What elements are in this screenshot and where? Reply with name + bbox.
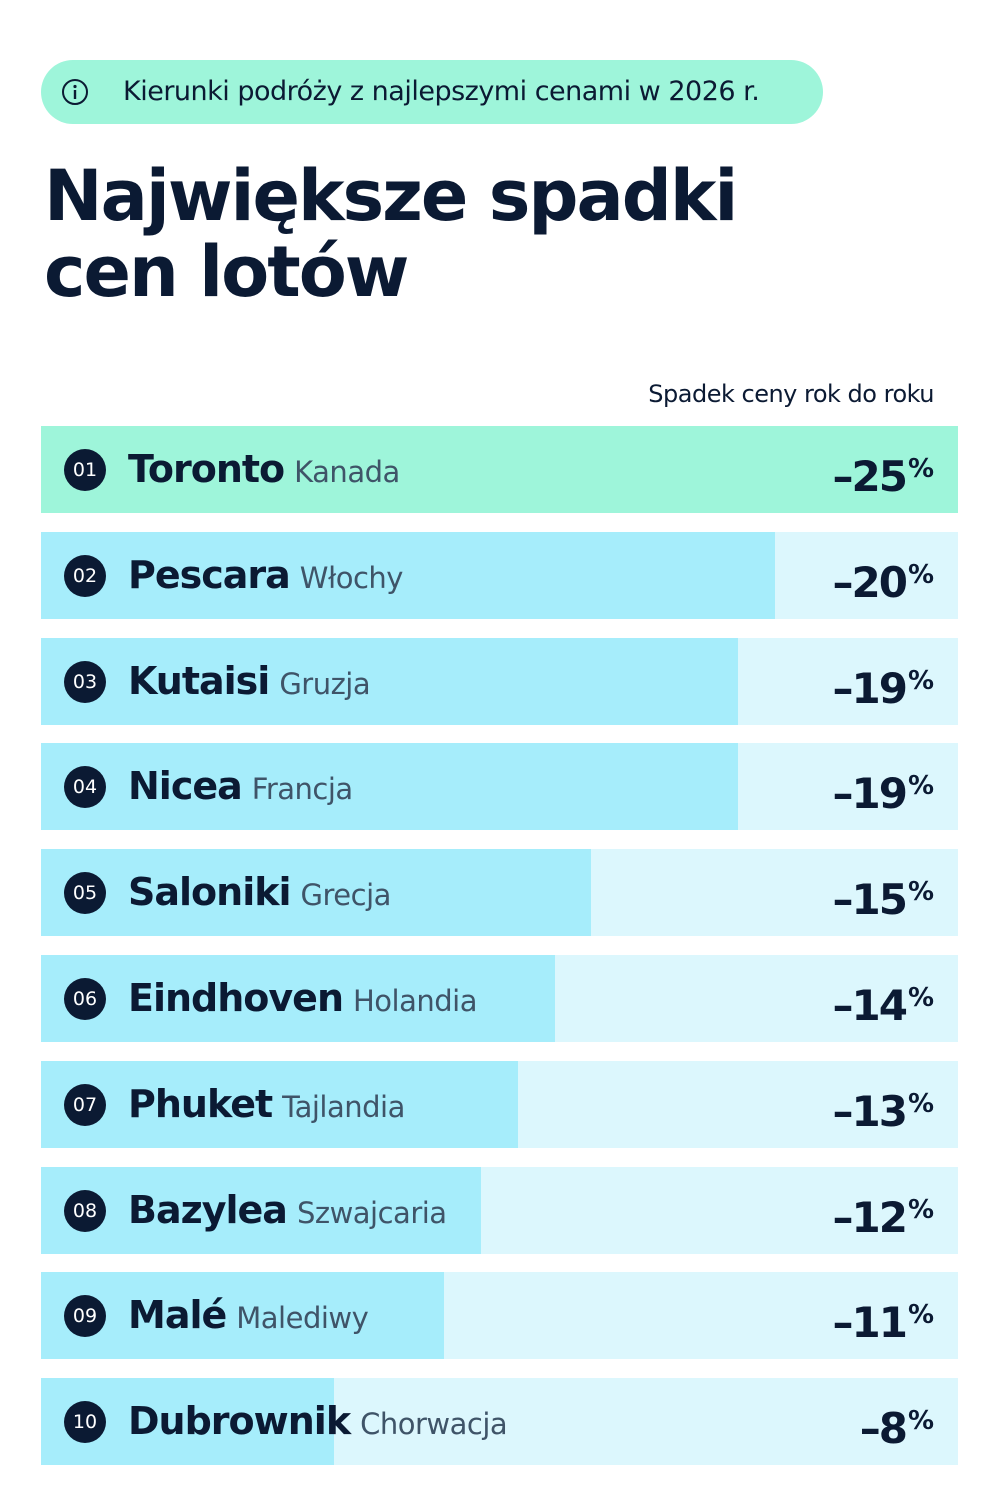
rank-badge: 06 bbox=[64, 978, 106, 1020]
bar-row: 02 Pescara Włochy –20% bbox=[41, 531, 958, 619]
bar-row: 07 Phuket Tajlandia –13% bbox=[41, 1060, 958, 1148]
value-label: –19% bbox=[832, 769, 934, 819]
value-label: –13% bbox=[832, 1086, 934, 1136]
rank-badge: 05 bbox=[64, 872, 106, 915]
bar-row: 03 Kutaisi Gruzja –19% bbox=[41, 637, 958, 725]
destination: Phuket Tajlandia bbox=[128, 1061, 405, 1155]
bar bbox=[41, 637, 738, 725]
country-label: Kanada bbox=[294, 455, 400, 489]
rank-badge: 02 bbox=[64, 554, 106, 597]
city-label: Bazylea bbox=[128, 1187, 288, 1232]
city-label: Phuket bbox=[128, 1081, 273, 1126]
bar-row: 06 Eindhoven Holandia –14% bbox=[41, 955, 958, 1042]
country-label: Włochy bbox=[299, 560, 404, 595]
destination: Pescara Włochy bbox=[128, 532, 403, 626]
bar bbox=[41, 531, 775, 619]
city-label: Eindhoven bbox=[128, 976, 344, 1020]
rank-badge: 07 bbox=[64, 1083, 106, 1126]
country-label: Malediwy bbox=[236, 1301, 369, 1336]
destination: Kutaisi Gruzja bbox=[128, 638, 371, 732]
bar-row: 10 Dubrownik Chorwacja –8% bbox=[41, 1378, 958, 1466]
value-unit: % bbox=[907, 771, 934, 802]
rank-badge: 09 bbox=[64, 1295, 106, 1338]
city-label: Saloniki bbox=[128, 870, 292, 915]
value-label: –25% bbox=[832, 452, 934, 501]
value-axis-label: Spadek ceny rok do roku bbox=[648, 380, 934, 408]
value-label: –12% bbox=[832, 1192, 934, 1242]
bar bbox=[41, 1166, 482, 1254]
destination: Malé Malediwy bbox=[128, 1272, 369, 1366]
value-unit: % bbox=[907, 877, 934, 908]
bar-row: 05 Saloniki Grecja –15% bbox=[41, 849, 958, 937]
value-unit: % bbox=[907, 665, 934, 696]
city-label: Nicea bbox=[128, 764, 243, 809]
country-label: Chorwacja bbox=[360, 1407, 508, 1442]
bar-row: 04 Nicea Francja –19% bbox=[41, 743, 958, 831]
rank-badge: 08 bbox=[64, 1189, 106, 1232]
country-label: Grecja bbox=[300, 878, 392, 913]
rank-badge: 03 bbox=[64, 660, 106, 703]
rank-badge: 04 bbox=[64, 766, 106, 809]
country-label: Holandia bbox=[353, 984, 478, 1018]
value-unit: % bbox=[907, 559, 934, 590]
badge-text: Kierunki podróży z najlepszymi cenami w … bbox=[123, 76, 760, 107]
value-label: –15% bbox=[832, 875, 934, 925]
bar bbox=[41, 426, 958, 513]
city-label: Dubrownik bbox=[128, 1399, 351, 1444]
value-unit: % bbox=[907, 454, 934, 484]
value-label: –20% bbox=[832, 557, 934, 607]
destination: Toronto Kanada bbox=[128, 426, 400, 520]
destination: Bazylea Szwajcaria bbox=[128, 1167, 447, 1261]
bar-row: 08 Bazylea Szwajcaria –12% bbox=[41, 1166, 958, 1254]
city-label: Malé bbox=[128, 1293, 227, 1338]
rank-badge: 01 bbox=[64, 449, 106, 491]
bar bbox=[41, 955, 555, 1042]
rank-badge: 10 bbox=[64, 1401, 106, 1444]
bar bbox=[41, 1272, 445, 1360]
city-label: Pescara bbox=[128, 552, 291, 597]
value-unit: % bbox=[907, 1194, 934, 1225]
city-label: Toronto bbox=[128, 447, 285, 491]
bar-row: 09 Malé Malediwy –11% bbox=[41, 1272, 958, 1360]
value-unit: % bbox=[907, 1088, 934, 1119]
destination: Dubrownik Chorwacja bbox=[128, 1378, 508, 1472]
value-unit: % bbox=[907, 983, 934, 1013]
city-label: Kutaisi bbox=[128, 658, 270, 703]
destination: Nicea Francja bbox=[128, 743, 353, 837]
badge: Kierunki podróży z najlepszymi cenami w … bbox=[41, 60, 823, 124]
chart-title: Największe spadki cen lotów bbox=[44, 155, 738, 313]
country-label: Gruzja bbox=[279, 666, 371, 701]
country-label: Francja bbox=[251, 772, 353, 807]
bar bbox=[41, 1060, 518, 1148]
value-label: –19% bbox=[832, 663, 934, 713]
info-icon bbox=[62, 79, 88, 105]
country-label: Szwajcaria bbox=[296, 1195, 447, 1230]
country-label: Tajlandia bbox=[282, 1089, 405, 1124]
value-unit: % bbox=[907, 1300, 934, 1331]
bar bbox=[41, 743, 738, 831]
destination: Eindhoven Holandia bbox=[128, 955, 478, 1049]
value-label: –8% bbox=[859, 1404, 934, 1454]
value-label: –14% bbox=[832, 981, 934, 1030]
bar bbox=[41, 849, 592, 937]
value-label: –11% bbox=[832, 1298, 934, 1348]
destination: Saloniki Grecja bbox=[128, 849, 391, 943]
value-unit: % bbox=[907, 1406, 934, 1437]
bar-row: 01 Toronto Kanada –25% bbox=[41, 426, 958, 513]
